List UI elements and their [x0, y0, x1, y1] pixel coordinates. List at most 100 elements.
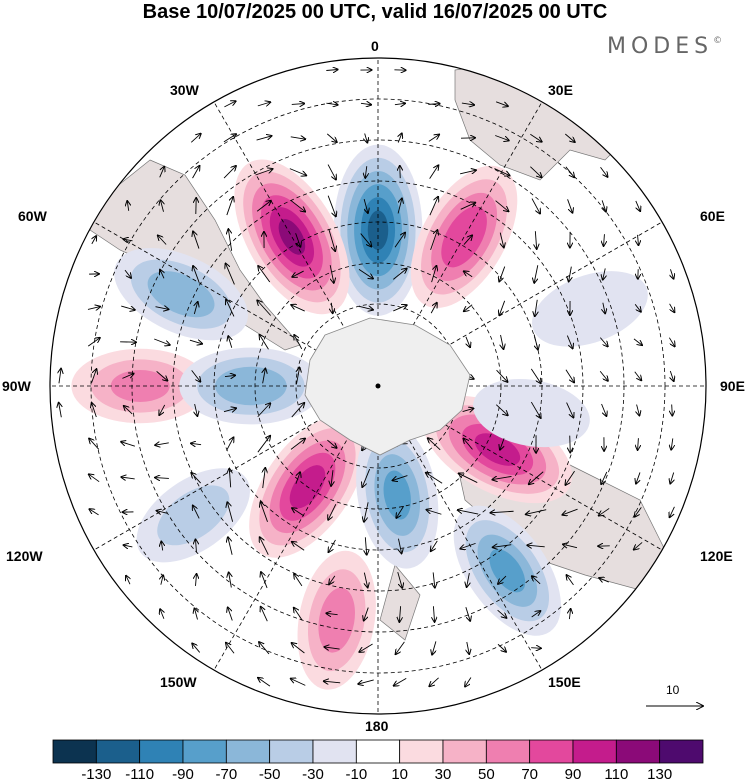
wind-vector: [358, 269, 373, 278]
colorbar-tick: -90: [172, 766, 194, 783]
wind-vector: [599, 370, 608, 381]
colorbar-swatches: [52, 739, 704, 764]
colorbar-swatch-7: [355, 739, 401, 764]
colorbar-swatch-0: [52, 739, 97, 764]
wind-vector: [599, 578, 609, 582]
wind-vector: [59, 369, 61, 384]
map-border: [49, 57, 707, 715]
wind-vector: [430, 303, 437, 314]
wind-vector: [566, 335, 572, 349]
new-zealand-landmass: [379, 564, 421, 641]
colorbar-tick: 70: [521, 766, 538, 783]
wind-vector: [636, 472, 640, 483]
wind-vector: [229, 573, 232, 588]
colorbar-tick: 50: [477, 766, 495, 783]
wind-vector: [426, 473, 443, 484]
wind-vector: [156, 371, 168, 380]
meridian-line: [377, 385, 543, 671]
colorbar-swatch-10: [485, 739, 531, 764]
wind-vector: [191, 370, 201, 381]
wind-vector: [670, 370, 673, 381]
wind-vector: [157, 511, 168, 514]
wind-vector: [227, 502, 234, 522]
wind-vector: [567, 199, 573, 212]
wind-vector: [633, 338, 642, 345]
wind-vector: [360, 103, 371, 104]
wind-vector: [495, 101, 508, 106]
wind-vector: [296, 368, 299, 385]
wind-vector: [326, 103, 337, 105]
anomaly-center-7: [356, 421, 439, 569]
wind-vector: [260, 335, 269, 350]
wind-vector: [226, 643, 235, 654]
reference-vector-label: 10: [666, 683, 680, 697]
lon-label-90e: 90E: [720, 378, 745, 394]
wind-vector: [155, 478, 169, 479]
wind-vector: [430, 230, 438, 251]
wind-vector: [359, 306, 373, 309]
wind-vector: [393, 475, 408, 481]
wind-vector: [396, 505, 405, 518]
wind-vector: [365, 133, 368, 142]
colorbar-swatch-5: [269, 739, 314, 764]
lon-label-150w: 150W: [160, 674, 197, 690]
wind-vector: [161, 542, 162, 551]
anomaly-center-10: [297, 550, 376, 690]
wind-vector: [600, 166, 608, 177]
wind-vector: [564, 133, 574, 142]
wind-vector: [87, 307, 100, 310]
wind-vector: [532, 576, 541, 585]
wind-vector: [126, 576, 130, 585]
wind-vector: [124, 545, 133, 547]
wind-vector: [393, 305, 406, 312]
wind-vector: [294, 574, 303, 587]
wind-vector: [499, 266, 506, 282]
wind-vector: [601, 471, 608, 484]
wind-vector: [160, 609, 164, 619]
colorbar-tick: -30: [302, 766, 324, 783]
colorbar-tick: -110: [125, 766, 155, 783]
wind-vector: [634, 371, 641, 381]
wind-vector: [498, 575, 507, 584]
colorbar-swatch-2: [139, 739, 184, 764]
wind-vector: [428, 438, 441, 451]
colorbar-swatch-1: [95, 739, 141, 764]
wind-vector: [193, 506, 200, 519]
wind-vector: [92, 236, 96, 245]
wind-vector: [190, 134, 200, 143]
wind-vectors: [59, 69, 675, 686]
wind-vector: [358, 679, 374, 684]
wind-vector: [497, 643, 506, 652]
wind-vector: [224, 101, 235, 108]
anomaly-center-12: [531, 271, 648, 347]
wind-vector: [326, 69, 337, 70]
wind-vector: [531, 198, 540, 214]
wind-vector: [292, 508, 305, 517]
wind-vector: [465, 677, 472, 686]
wind-vector: [191, 443, 202, 444]
antarctica-landmass: [304, 317, 471, 456]
colorbar-swatch-14: [659, 739, 704, 764]
wind-vector: [529, 471, 544, 484]
wind-vector: [527, 545, 545, 547]
wind-vector: [326, 133, 336, 142]
lon-label-120e: 120E: [700, 548, 733, 564]
wind-vector: [121, 305, 135, 310]
wind-vector: [124, 406, 133, 415]
wind-vector: [501, 334, 504, 349]
wind-vector: [530, 133, 541, 141]
wind-vector: [122, 374, 133, 379]
wind-vector: [599, 508, 610, 515]
wind-vector: [155, 307, 169, 310]
wind-vector: [495, 200, 509, 212]
wind-vector: [263, 468, 266, 489]
anomaly-center-1: [410, 165, 518, 309]
lon-label-60w: 60W: [18, 208, 47, 224]
wind-vector: [327, 439, 336, 448]
wind-vector: [329, 575, 336, 584]
wind-vector: [604, 234, 605, 246]
wind-vector: [263, 369, 266, 384]
wind-vector: [599, 337, 607, 347]
wind-vector: [258, 678, 271, 687]
wind-vector: [360, 233, 372, 247]
